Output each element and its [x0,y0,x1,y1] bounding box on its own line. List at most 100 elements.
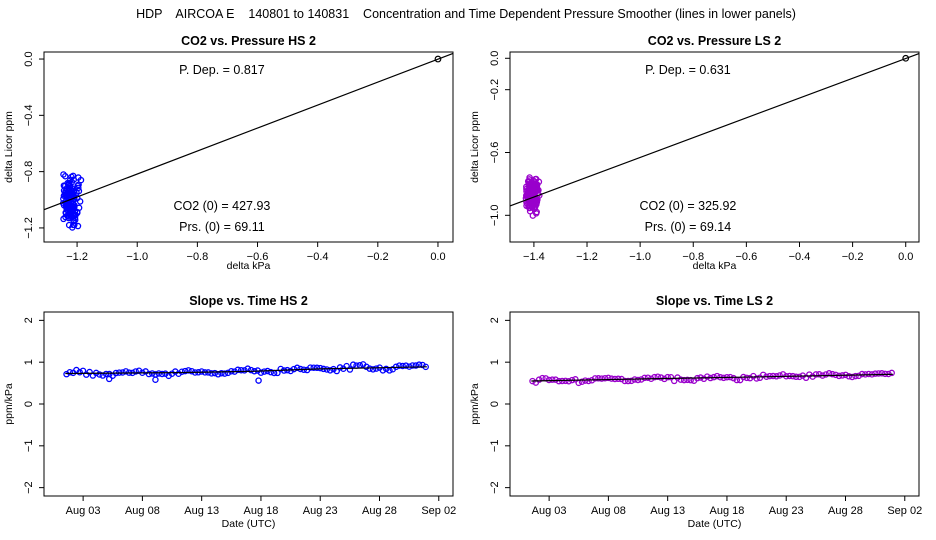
chart-ls-slope-point [848,373,856,381]
chart-hs-slope-point [277,365,284,373]
chart-hs-pressure-annotation-pdep: P. Dep. = 0.817 [179,63,265,77]
chart-ls-pressure-point [531,203,538,211]
chart-ls-slope-point [624,377,632,385]
chart-ls-pressure-x-tick-label: −1.0 [629,251,651,263]
chart-hs-pressure-x-tick-label: −0.6 [247,251,269,263]
chart-ls-slope-point [829,370,836,378]
chart-hs-pressure-x-tick-label: −0.2 [367,251,389,263]
chart-hs-slope-x-tick-label: Sep 02 [421,505,456,517]
chart-hs-pressure-point [64,207,72,214]
chart-hs-slope-point [396,362,403,369]
chart-ls-slope-x-tick-label: Sep 02 [887,505,922,517]
chart-hs-pressure-points [59,171,85,231]
chart-hs-slope-point [76,369,83,376]
figure-title: HDP AIRCOA E 140801 to 140831 Concentrat… [136,7,796,21]
chart-hs-slope-y-tick-label: −1 [23,440,35,453]
chart-ls-pressure-x-tick-label: −1.4 [523,251,545,263]
chart-ls-slope-point [776,372,783,379]
chart-ls-pressure-origin-point [902,54,910,62]
chart-ls-slope-y-tick-label: 2 [489,317,501,323]
chart-hs-pressure-y-tick-label: 0.0 [23,51,35,66]
chart-hs-slope-point [290,365,298,373]
chart-hs-pressure-x-tick-label: −1.0 [126,251,148,263]
chart-hs-slope-point [234,366,242,374]
chart-hs-slope-y-tick-label: 0 [23,401,35,407]
chart-hs-slope-point [412,362,420,369]
chart-ls-pressure-x-tick-label: −0.6 [736,251,758,263]
chart-ls-slope-point [591,375,599,382]
chart-ls-slope-point [657,374,665,381]
chart-ls-pressure-point [531,193,539,200]
chart-ls-slope-point [815,371,823,378]
chart-ls-slope-point [535,376,543,383]
chart-hs-slope-point [221,370,228,377]
chart-ls-slope-point [743,374,750,382]
chart-ls-slope-point [855,372,863,380]
chart-ls-slope-point [756,374,764,382]
chart-hs-pressure-x-tick-label: 0.0 [430,251,445,263]
chart-hs-slope-point [349,361,357,368]
chart-hs-slope-point [255,377,262,384]
chart-ls-slope-x-tick-label: Aug 13 [650,505,685,517]
chart-hs-slope-point [293,364,301,372]
chart-ls-pressure-y-tick-label: −0.6 [489,142,501,164]
chart-ls-slope-point [736,376,744,384]
chart-ls-slope-y-tick-label: 1 [489,359,501,365]
chart-ls-slope-point [595,375,602,382]
chart-hs-slope-point [382,365,390,373]
chart-hs-slope-point [218,369,225,377]
chart-hs-pressure-point [60,171,67,178]
chart-ls-pressure-x-axis-label: delta kPa [693,260,737,272]
chart-hs-slope-y-tick-label: 1 [23,359,35,365]
chart-ls-slope-point [644,374,652,381]
chart-hs-slope-point [373,365,380,372]
chart-hs-pressure-point [62,213,69,221]
chart-hs-slope-point [66,368,74,376]
chart-ls-pressure-x-tick-label: −0.8 [682,251,704,263]
chart-ls-slope-point [605,374,612,382]
chart-ls-pressure-annotation-co2: CO2 (0) = 325.92 [639,199,736,213]
chart-ls-pressure-y-tick-label: 0.0 [489,51,501,66]
chart-hs-slope-point [310,364,317,371]
chart-ls-slope-point [545,376,553,384]
chart-ls-slope-point [555,377,563,385]
chart-hs-slope-smoother-line [65,366,427,375]
chart-hs-pressure-x-axis-label: delta kPa [227,260,271,272]
chart-hs-slope-point [155,370,163,377]
chart-hs-slope-x-tick-label: Aug 23 [303,505,338,517]
chart-ls-slope-point [845,373,853,380]
chart-hs-slope-point [105,375,113,383]
chart-hs-slope-x-tick-label: Aug 08 [125,505,160,517]
chart-ls-slope-point [634,376,642,384]
chart-ls-pressure-point [532,175,539,183]
chart-hs-pressure-point [68,189,76,196]
chart-hs-slope-point [102,370,110,378]
chart-hs-slope-y-tick-label: 2 [23,317,35,323]
chart-hs-slope-point [181,367,189,375]
chart-hs-slope-point [369,366,377,373]
chart-ls-slope-point [598,375,605,382]
chart-hs-slope-x-tick-label: Aug 03 [66,505,101,517]
chart-hs-slope-point [409,362,416,369]
chart-ls-pressure-x-tick-label: −1.2 [576,251,598,263]
chart-hs-slope-point [402,362,410,369]
chart-hs-slope-point [261,368,268,375]
chart-ls-pressure-annotation-pdep: P. Dep. = 0.631 [645,63,731,77]
chart-hs-slope-point [313,364,321,372]
chart-hs-pressure-annotation-co2: CO2 (0) = 427.93 [173,199,270,213]
chart-ls-pressure-x-tick-label: −0.4 [789,251,811,263]
chart-hs-slope-point [237,366,245,374]
chart-hs-slope-point [86,368,93,376]
chart-hs-pressure-point [65,221,73,229]
chart-hs-pressure-fit-line [43,52,454,211]
chart-hs-slope-point [178,368,186,375]
chart-hs-slope-point [317,364,324,372]
chart-ls-pressure-plot-frame [509,51,920,243]
chart-hs-slope-point [208,370,215,377]
chart-hs-pressure-x-tick-label: −1.2 [66,251,88,263]
chart-hs-slope-point [132,368,139,375]
chart-ls-pressure-fit-line [509,53,920,207]
chart-hs-slope-x-axis-label: Date (UTC) [222,518,276,530]
chart-hs-slope-point [257,369,265,376]
